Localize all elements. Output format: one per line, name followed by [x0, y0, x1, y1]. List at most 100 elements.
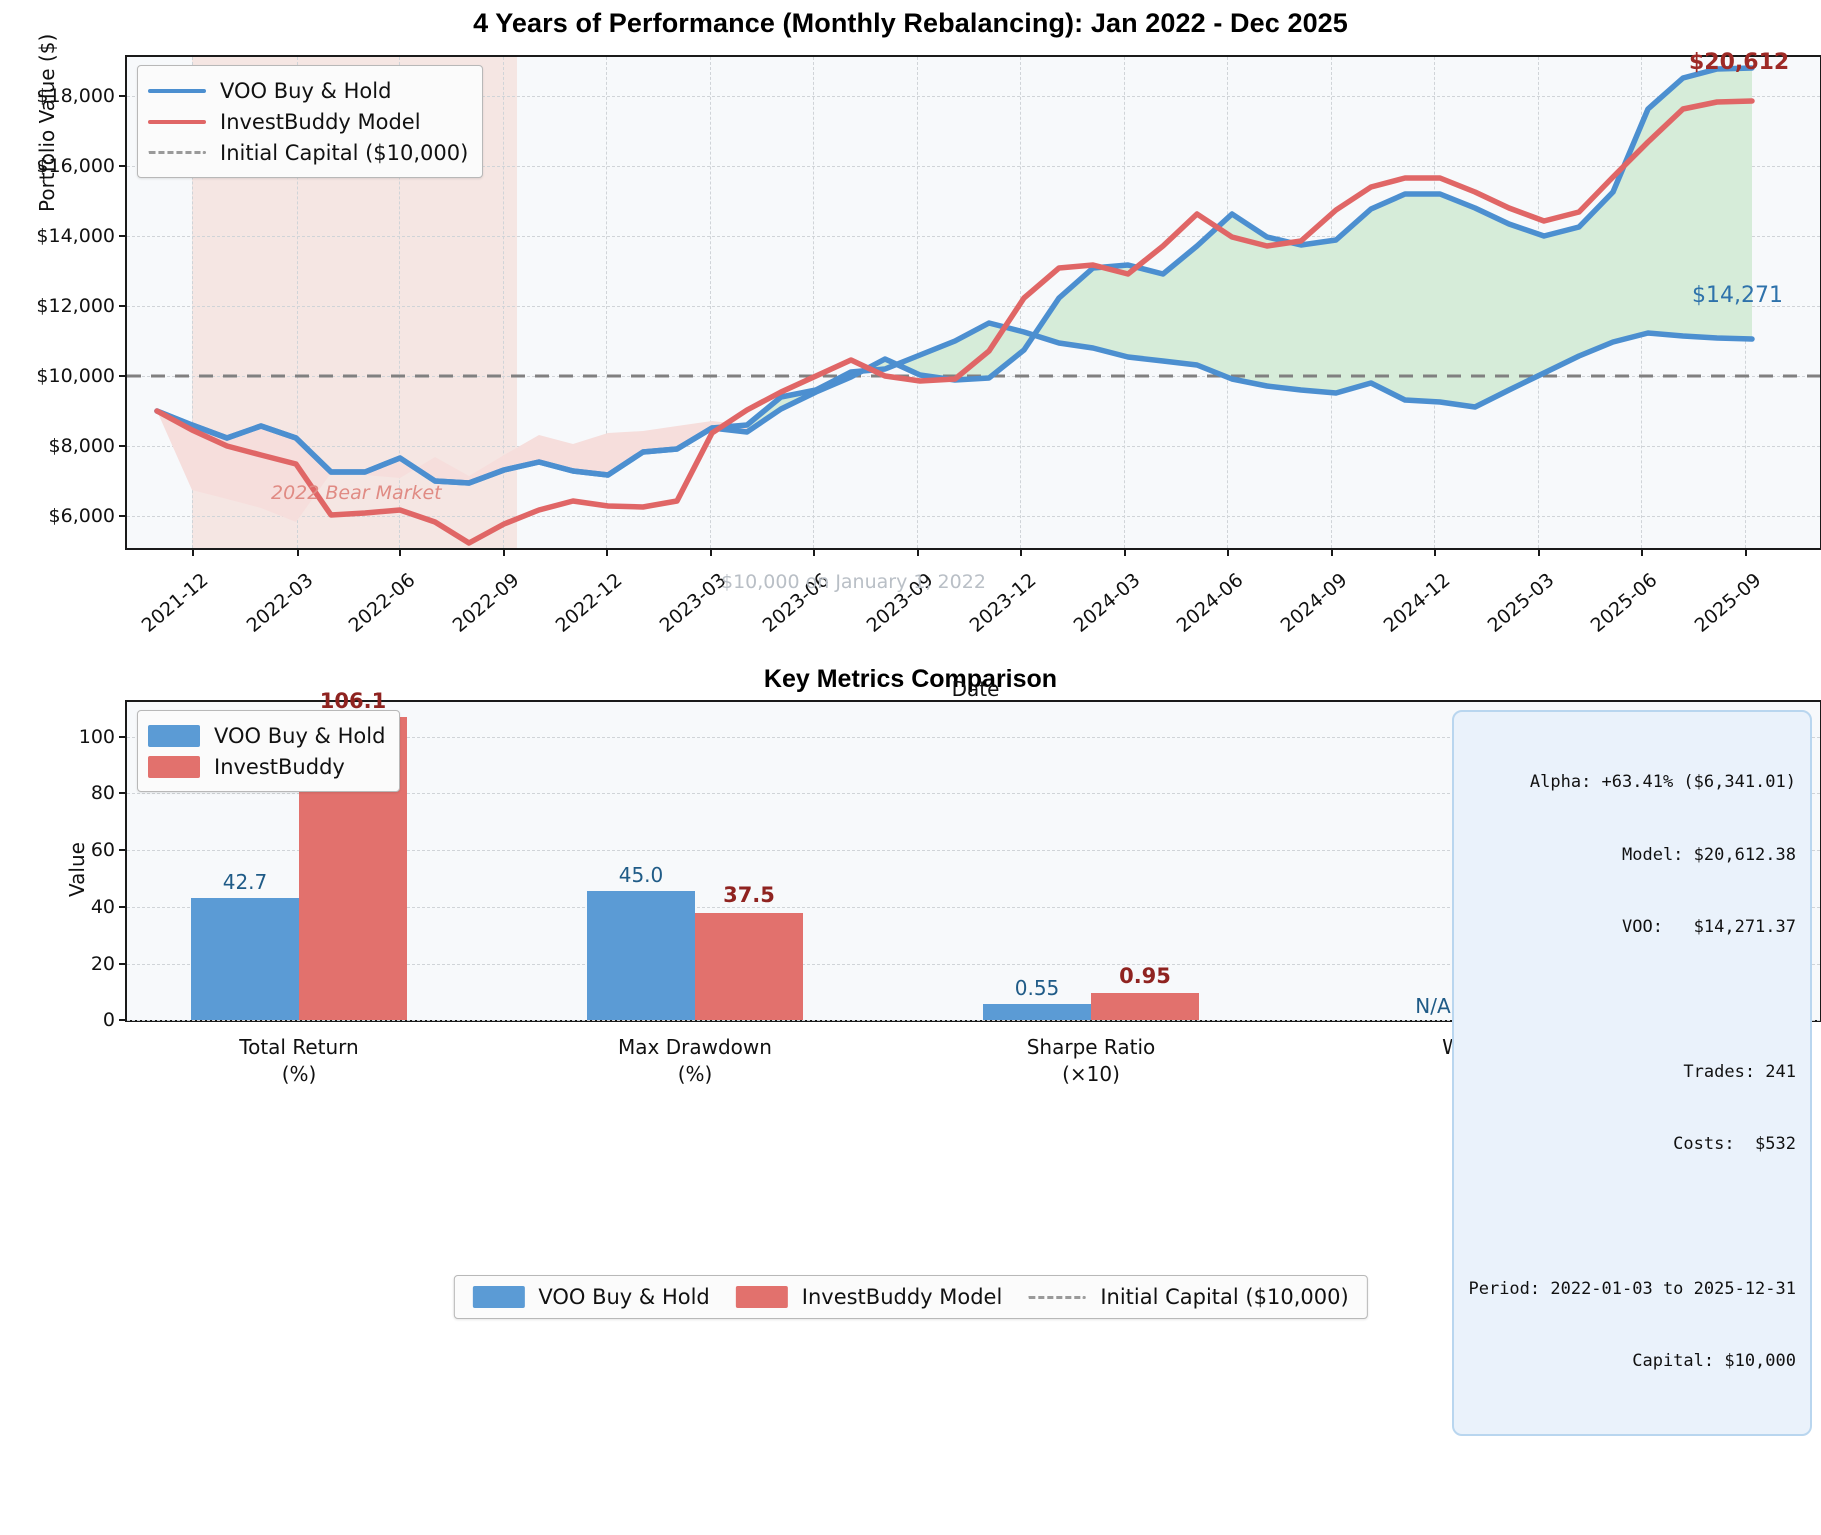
category-line-1: Sharpe Ratio: [1026, 1035, 1156, 1059]
performance-line-chart: $6,000 $8,000 $10,000 $12,000 $14,000 $1…: [35, 34, 1821, 701]
y-tick-label: $16,000: [36, 155, 115, 177]
investbuddy-swatch-icon: [735, 1286, 788, 1308]
figure-legend-item-investbuddy[interactable]: InvestBuddy Model: [735, 1285, 1003, 1309]
gridline-h: [127, 1020, 1820, 1021]
y-tick-label: 20: [90, 953, 115, 975]
x-tick-label: 2024-12: [1379, 569, 1455, 637]
x-tick-label: 2024-03: [1069, 569, 1145, 637]
info-line-period: Period: 2022-01-03 to 2025-12-31: [1468, 1278, 1796, 1299]
y-tick-label: 0: [102, 1009, 115, 1031]
y-tickmark: [119, 515, 127, 517]
legend-label: VOO Buy & Hold: [538, 1285, 710, 1309]
x-tickmark: [1745, 548, 1747, 556]
info-line-trades: Trades: 241: [1540, 1061, 1796, 1082]
bar-category-sharpe-ratio: Sharpe Ratio (×10): [983, 1034, 1199, 1088]
x-tickmark: [710, 548, 712, 556]
x-tick-label: 2025-03: [1483, 569, 1559, 637]
gridline-h: [127, 964, 1820, 965]
legend-label: Initial Capital ($10,000): [220, 140, 469, 165]
x-tickmark: [192, 548, 194, 556]
bar-label-investbuddy-max-drawdown: 37.5: [723, 883, 775, 907]
voo-swatch-icon: [472, 1286, 525, 1308]
y-axis-title: Portfolio Value ($): [35, 33, 59, 212]
y-tickmark: [119, 963, 127, 965]
y-axis-title-bottom: Value: [65, 842, 89, 897]
y-tick-label: 60: [90, 839, 115, 861]
bar-voo-sharpe-ratio[interactable]: [983, 1004, 1091, 1020]
investbuddy-swatch-icon: [148, 755, 200, 778]
figure-title: 4 Years of Performance (Monthly Rebalanc…: [473, 8, 1348, 38]
y-tickmark: [119, 906, 127, 908]
legend-label: VOO Buy & Hold: [220, 78, 392, 103]
bar-category-total-return: Total Return (%): [191, 1034, 407, 1088]
y-tickmark: [119, 235, 127, 237]
y-tick-label: $12,000: [36, 295, 115, 317]
figure-legend-item-initial-capital[interactable]: Initial Capital ($10,000): [1028, 1285, 1349, 1309]
bar-label-voo-total-return: 42.7: [222, 870, 268, 894]
x-tickmark: [1331, 548, 1333, 556]
bar-voo-max-drawdown[interactable]: [587, 891, 695, 1020]
x-tickmark: [606, 548, 608, 556]
category-line-2: (×10): [1062, 1062, 1120, 1086]
bar-label-voo-max-drawdown: 45.0: [618, 863, 664, 887]
x-tickmark: [917, 548, 919, 556]
initial-capital-annotation: $10,000 on January 1, 2022: [721, 571, 986, 593]
figure-legend-item-voo[interactable]: VOO Buy & Hold: [472, 1285, 710, 1309]
bear-market-annotation: 2022 Bear Market: [271, 482, 442, 504]
y-tick-label: $8,000: [48, 435, 115, 457]
x-tickmark: [1227, 548, 1229, 556]
x-tick-label: 2023-03: [655, 569, 731, 637]
x-tick-label: 2024-06: [1172, 569, 1248, 637]
info-line-model: Model: $20,612.38: [1550, 844, 1796, 865]
y-tickmark: [119, 445, 127, 447]
gridline-h: [127, 793, 1820, 794]
y-tickmark: [119, 792, 127, 794]
y-tickmark: [119, 375, 127, 377]
x-tickmark: [813, 548, 815, 556]
y-tickmark: [119, 95, 127, 97]
info-line-alpha: Alpha: +63.41% ($6,341.01): [1529, 772, 1796, 793]
y-tick-label: 100: [78, 726, 115, 748]
x-axis-title: Date: [951, 677, 1000, 701]
dashed-line-swatch-icon: [1028, 1295, 1087, 1299]
y-tick-label: 80: [90, 782, 115, 804]
bar-label-voo-win-rate: N/A: [1415, 994, 1451, 1018]
y-tick-label: $10,000: [36, 365, 115, 387]
legend-item-initial-capital[interactable]: Initial Capital ($10,000): [148, 137, 468, 168]
legend-item-voo-bar[interactable]: VOO Buy & Hold: [148, 720, 385, 751]
gridline-h: [127, 850, 1820, 851]
x-tick-label: 2024-09: [1276, 569, 1352, 637]
x-tick-label: 2022-03: [242, 569, 318, 637]
bar-investbuddy-sharpe-ratio[interactable]: [1091, 993, 1199, 1020]
legend-label: InvestBuddy Model: [801, 1285, 1003, 1309]
info-line-costs: Costs: $532: [1529, 1134, 1796, 1155]
x-tick-label: 2022-09: [448, 569, 524, 637]
model-final-value-label: $20,612: [1689, 50, 1790, 75]
category-line-1: Total Return: [239, 1035, 359, 1059]
category-line-2: (%): [281, 1062, 317, 1086]
line-chart-legend: VOO Buy & Hold InvestBuddy Model Initial…: [137, 65, 484, 178]
legend-label: Initial Capital ($10,000): [1100, 1285, 1349, 1309]
bar-label-investbuddy-total-return: 106.1: [319, 689, 387, 713]
legend-label: InvestBuddy Model: [220, 109, 421, 134]
x-tickmark: [503, 548, 505, 556]
x-tickmark: [1124, 548, 1126, 556]
bar-voo-total-return[interactable]: [191, 898, 299, 1020]
legend-label: VOO Buy & Hold: [214, 723, 386, 748]
y-tick-label: $14,000: [36, 225, 115, 247]
x-tick-label: 2022-12: [551, 569, 627, 637]
x-tick-label: 2021-12: [137, 569, 213, 637]
x-tickmark: [1641, 548, 1643, 556]
legend-item-investbuddy[interactable]: InvestBuddy Model: [148, 106, 468, 137]
legend-item-investbuddy-bar[interactable]: InvestBuddy: [148, 751, 385, 782]
bar-label-investbuddy-sharpe-ratio: 0.95: [1119, 964, 1171, 988]
info-line-voo: VOO: $14,271.37: [1550, 917, 1796, 937]
voo-final-value-label: $14,271: [1692, 283, 1783, 308]
bar-investbuddy-max-drawdown[interactable]: [695, 913, 803, 1020]
y-tickmark: [119, 305, 127, 307]
legend-item-voo[interactable]: VOO Buy & Hold: [148, 75, 468, 106]
info-line-blank-1: [1468, 987, 1796, 1011]
y-tick-label: 40: [90, 896, 115, 918]
model-line-swatch-icon: [148, 119, 206, 124]
bottom-chart-title: Key Metrics Comparison: [763, 665, 1058, 693]
